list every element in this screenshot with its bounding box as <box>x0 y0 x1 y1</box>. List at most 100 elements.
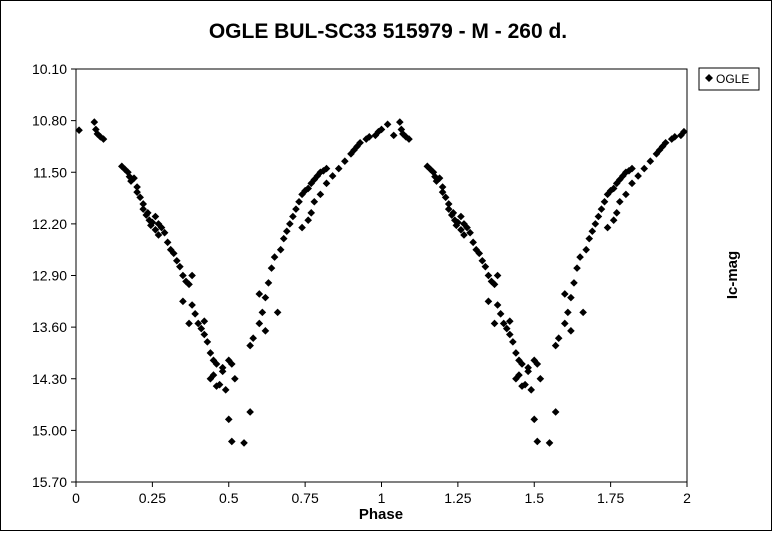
legend-box <box>698 67 760 91</box>
data-point <box>588 227 597 236</box>
data-point <box>255 319 264 328</box>
data-point <box>444 200 453 208</box>
data-point <box>457 225 465 234</box>
y-tick-label: 10.10 <box>32 61 67 77</box>
y-axis: 10.10 10.80 11.50 12.20 12.90 13.60 14.30 15.00… <box>32 61 76 490</box>
data-point <box>561 319 569 328</box>
data-point <box>188 271 196 280</box>
data-point <box>609 184 618 193</box>
data-point <box>270 253 279 261</box>
data-point <box>463 223 471 232</box>
data-point <box>454 218 462 227</box>
x-tick-label: 2 <box>683 490 691 506</box>
data-point <box>151 225 160 234</box>
data-point <box>276 245 285 254</box>
data-point <box>261 293 270 302</box>
data-point <box>341 157 349 165</box>
data-point <box>493 301 502 309</box>
chart-title: OGLE BUL-SC33 515979 - M - 260 d. <box>209 20 567 43</box>
data-point <box>298 223 306 232</box>
data-point <box>527 386 535 394</box>
data-point <box>452 221 461 230</box>
data-point <box>655 146 664 154</box>
data-point <box>143 209 152 217</box>
data-point <box>579 308 587 317</box>
data-point <box>194 319 202 328</box>
data-point <box>200 330 209 339</box>
x-axis-label: Phase <box>359 506 403 523</box>
data-point <box>490 319 499 328</box>
data-point <box>490 280 499 289</box>
data-point <box>475 249 484 258</box>
data-point <box>99 135 108 143</box>
data-point <box>173 256 181 265</box>
data-point <box>603 223 612 232</box>
data-point <box>228 437 236 446</box>
data-point <box>628 179 636 188</box>
data-point <box>533 437 542 446</box>
data-point <box>680 127 688 136</box>
data-point <box>319 166 328 175</box>
data-point <box>521 380 529 389</box>
data-point <box>304 216 312 224</box>
data-point <box>133 183 141 191</box>
data-point <box>224 415 233 424</box>
data-point <box>567 293 575 302</box>
data-point <box>249 334 257 342</box>
data-point <box>615 197 624 206</box>
data-point <box>438 183 447 191</box>
x-tick-label: 1.5 <box>525 490 545 506</box>
data-point <box>431 172 439 181</box>
data-point <box>206 374 215 383</box>
data-point <box>133 188 141 196</box>
data-point <box>389 131 398 140</box>
data-point <box>185 280 193 289</box>
data-point <box>163 238 172 247</box>
data-point <box>469 238 477 247</box>
data-point <box>551 408 560 416</box>
data-point <box>561 290 569 298</box>
data-point <box>478 256 487 265</box>
y-axis-label: Ic-mag <box>724 251 741 299</box>
data-point <box>518 360 526 368</box>
data-point <box>444 205 453 213</box>
data-point <box>524 363 532 372</box>
data-point <box>322 179 331 188</box>
data-point <box>185 319 193 328</box>
data-point <box>506 330 514 339</box>
data-point <box>130 174 138 182</box>
data-point <box>545 439 554 447</box>
data-point <box>377 125 386 134</box>
data-point <box>677 131 685 140</box>
data-point <box>570 279 578 287</box>
x-tick-label: 0 <box>72 490 80 506</box>
y-tick-label: 15.00 <box>32 422 67 438</box>
data-point <box>292 205 300 213</box>
data-point <box>594 212 603 221</box>
data-point <box>125 172 134 181</box>
x-tick-label: 1 <box>378 490 386 506</box>
data-point <box>258 308 267 317</box>
data-point <box>310 197 319 206</box>
data-point <box>441 193 450 202</box>
data-point <box>670 133 679 141</box>
data-point <box>295 197 303 206</box>
data-point <box>93 130 102 138</box>
data-point <box>212 360 221 368</box>
data-point <box>554 334 563 342</box>
data-point <box>328 172 337 180</box>
data-point <box>179 271 187 280</box>
data-point <box>432 177 441 185</box>
data-point <box>356 138 364 147</box>
data-point <box>273 308 282 317</box>
legend-marker <box>705 74 713 82</box>
data-point <box>481 262 490 271</box>
x-tick-label: 0.25 <box>139 490 166 506</box>
data-point <box>286 220 294 228</box>
data-point <box>197 324 206 333</box>
data-point <box>499 319 508 328</box>
data-point <box>515 371 523 379</box>
data-point <box>457 212 465 221</box>
data-point <box>597 205 606 213</box>
data-point <box>209 371 218 379</box>
